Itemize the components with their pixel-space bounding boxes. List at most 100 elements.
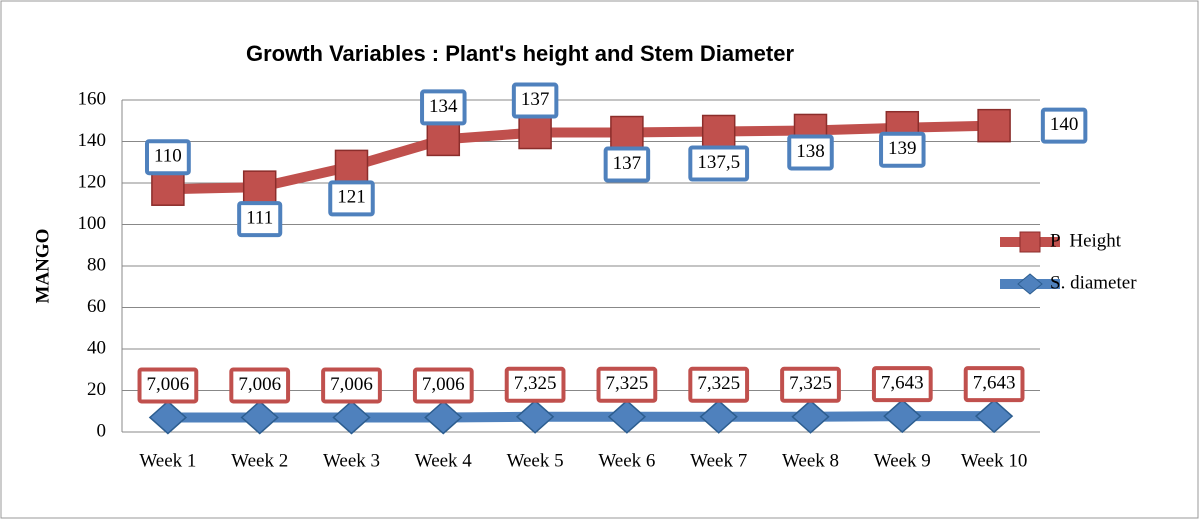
data-label-box xyxy=(603,146,651,183)
data-label-text: 7,325 xyxy=(789,373,832,394)
y-tick-label: 20 xyxy=(87,379,106,400)
marker xyxy=(699,399,738,434)
data-label: 110 xyxy=(145,139,191,176)
data-label-text: 7,643 xyxy=(973,373,1016,394)
data-label: 134 xyxy=(420,89,467,126)
data-label-text: 7,006 xyxy=(238,374,281,395)
data-label: 111 xyxy=(237,201,283,238)
marker xyxy=(426,122,461,157)
legend-label: S. diameter xyxy=(1050,272,1137,293)
x-tick-label: Week 9 xyxy=(874,450,931,471)
marker xyxy=(883,399,922,434)
data-label-text: 140 xyxy=(1050,114,1079,135)
legend-marker xyxy=(1019,231,1041,253)
data-label-box xyxy=(688,366,750,403)
data-label: 137 xyxy=(603,146,651,183)
data-label-box xyxy=(688,145,750,182)
data-label-box xyxy=(229,367,291,404)
marker xyxy=(332,400,371,435)
x-tick-label: Week 1 xyxy=(139,450,196,471)
marker xyxy=(242,170,277,204)
y-tick-label: 100 xyxy=(78,213,107,234)
legend-label: P Height xyxy=(1050,230,1122,251)
y-tick-label: 0 xyxy=(97,420,107,441)
data-label-box xyxy=(511,82,559,119)
data-label-text: 139 xyxy=(888,138,917,159)
data-label: 138 xyxy=(787,134,834,171)
data-label: 121 xyxy=(328,180,375,217)
data-label-text: 137,5 xyxy=(697,152,740,173)
y-tick-label: 80 xyxy=(87,254,106,275)
x-tick-label: Week 6 xyxy=(598,450,655,471)
marker xyxy=(518,115,552,150)
data-label: 7,325 xyxy=(596,366,658,403)
data-label-box xyxy=(596,366,658,403)
data-label-text: 137 xyxy=(521,89,550,110)
data-label-text: 111 xyxy=(246,207,273,228)
data-label-box xyxy=(780,366,841,403)
data-label: 7,325 xyxy=(504,366,566,403)
data-label: 7,643 xyxy=(871,366,933,403)
data-label-text: 7,643 xyxy=(881,373,924,394)
data-label: 7,325 xyxy=(780,366,841,403)
marker xyxy=(515,399,555,434)
y-tick-label: 120 xyxy=(78,171,107,192)
x-tick-label: Week 10 xyxy=(961,450,1028,471)
data-label: 7,006 xyxy=(137,367,199,404)
data-label-box xyxy=(504,366,566,403)
marker xyxy=(607,399,647,434)
data-label-box xyxy=(237,201,283,238)
marker xyxy=(424,400,463,435)
data-label: 7,006 xyxy=(229,367,291,404)
x-tick-label: Week 5 xyxy=(507,450,564,471)
y-tick-label: 40 xyxy=(87,337,106,358)
x-tick-label: Week 8 xyxy=(782,450,839,471)
legend-marker xyxy=(1017,273,1043,295)
x-tick-label: Week 3 xyxy=(323,450,380,471)
marker xyxy=(791,399,830,434)
data-label-box xyxy=(787,134,834,171)
data-label: 7,006 xyxy=(321,367,382,404)
data-label-box xyxy=(871,366,933,403)
series-line xyxy=(167,411,995,423)
marker xyxy=(151,172,185,206)
data-label: 7,325 xyxy=(688,366,750,403)
data-label-box xyxy=(321,367,382,404)
data-label-box xyxy=(420,89,467,126)
data-label-box xyxy=(1040,107,1088,144)
data-label-text: 121 xyxy=(337,187,366,208)
y-tick-label: 140 xyxy=(78,130,107,151)
series-line xyxy=(167,120,995,195)
data-label-text: 7,325 xyxy=(606,373,649,394)
data-label-box xyxy=(137,367,199,404)
data-label-box xyxy=(412,367,474,404)
data-label-text: 7,006 xyxy=(330,374,373,395)
data-label-text: 7,006 xyxy=(147,374,190,395)
data-label-text: 7,006 xyxy=(422,374,465,395)
data-label: 137 xyxy=(511,82,559,119)
marker xyxy=(240,400,279,435)
data-label-text: 137 xyxy=(613,153,642,174)
x-tick-label: Week 2 xyxy=(231,450,288,471)
data-label-text: 7,325 xyxy=(697,373,740,394)
marker xyxy=(974,399,1014,434)
marker xyxy=(610,115,644,150)
x-tick-label: Week 7 xyxy=(690,450,747,471)
data-label: 140 xyxy=(1040,107,1088,144)
y-tick-label: 60 xyxy=(87,296,106,317)
y-tick-label: 160 xyxy=(78,88,107,109)
marker xyxy=(977,108,1011,143)
data-label-box xyxy=(879,131,926,168)
data-label: 7,643 xyxy=(963,366,1025,403)
marker xyxy=(334,149,369,184)
data-label-box xyxy=(963,366,1025,403)
data-label-box xyxy=(328,180,375,217)
data-label-text: 7,325 xyxy=(514,373,557,394)
data-label-text: 138 xyxy=(796,141,825,162)
data-label-box xyxy=(145,139,191,176)
data-label-text: 134 xyxy=(429,96,458,117)
x-tick-label: Week 4 xyxy=(415,450,473,471)
y-axis-label: MANGO xyxy=(32,229,53,304)
